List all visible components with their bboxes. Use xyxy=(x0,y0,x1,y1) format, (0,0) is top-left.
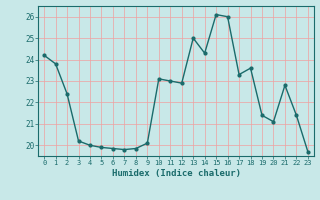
X-axis label: Humidex (Indice chaleur): Humidex (Indice chaleur) xyxy=(111,169,241,178)
